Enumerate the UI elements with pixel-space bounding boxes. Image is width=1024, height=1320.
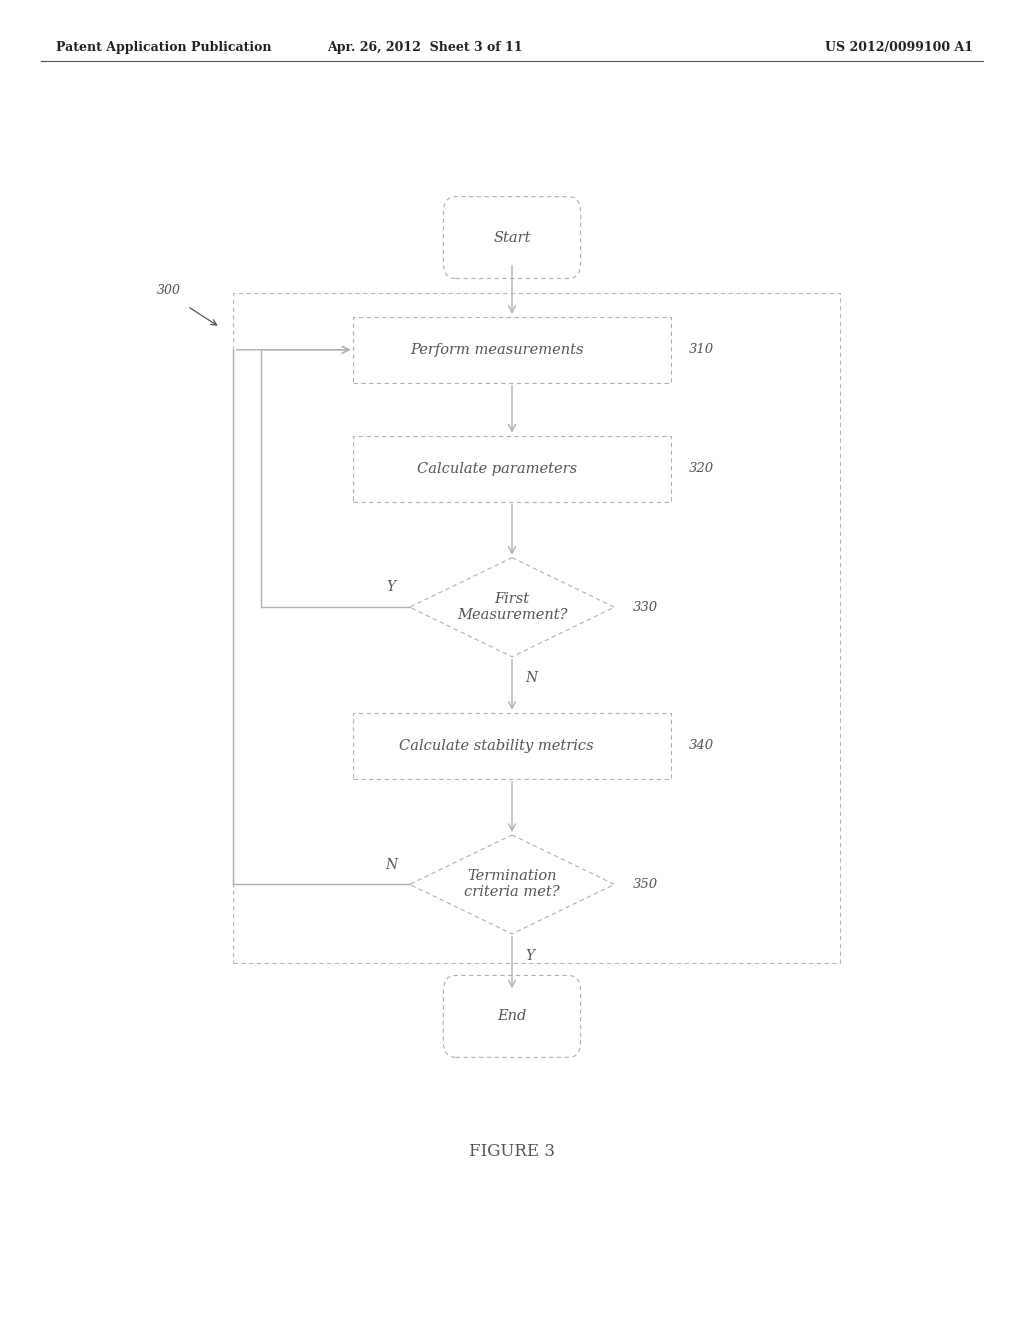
Text: Termination
criteria met?: Termination criteria met? <box>464 870 560 899</box>
Text: N: N <box>525 671 538 685</box>
Text: Calculate parameters: Calculate parameters <box>417 462 577 475</box>
Text: 320: 320 <box>689 462 715 475</box>
Text: 310: 310 <box>689 343 715 356</box>
Text: Apr. 26, 2012  Sheet 3 of 11: Apr. 26, 2012 Sheet 3 of 11 <box>328 41 522 54</box>
FancyBboxPatch shape <box>353 317 671 383</box>
FancyBboxPatch shape <box>353 436 671 502</box>
Text: Start: Start <box>494 231 530 244</box>
Text: N: N <box>385 858 397 871</box>
Text: First
Measurement?: First Measurement? <box>457 593 567 622</box>
Text: Y: Y <box>525 949 535 964</box>
Text: Y: Y <box>387 581 395 594</box>
Text: FIGURE 3: FIGURE 3 <box>469 1143 555 1159</box>
Text: 340: 340 <box>689 739 715 752</box>
Polygon shape <box>410 557 614 656</box>
Text: End: End <box>498 1010 526 1023</box>
FancyBboxPatch shape <box>353 713 671 779</box>
Text: US 2012/0099100 A1: US 2012/0099100 A1 <box>824 41 973 54</box>
Polygon shape <box>410 836 614 935</box>
Text: Perform measurements: Perform measurements <box>410 343 584 356</box>
Text: Calculate stability metrics: Calculate stability metrics <box>399 739 594 752</box>
Text: 300: 300 <box>157 284 181 297</box>
FancyBboxPatch shape <box>443 975 581 1057</box>
Text: 350: 350 <box>633 878 658 891</box>
FancyBboxPatch shape <box>443 197 581 279</box>
Text: 330: 330 <box>633 601 658 614</box>
Text: Patent Application Publication: Patent Application Publication <box>56 41 271 54</box>
